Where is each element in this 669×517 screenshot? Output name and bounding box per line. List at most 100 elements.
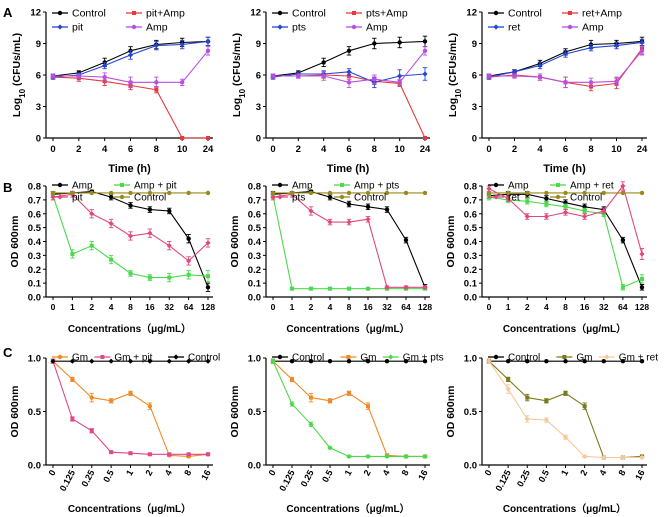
y-tick-label: 0.4 xyxy=(464,237,478,248)
x-tick-label: 0 xyxy=(47,468,58,477)
panel-label-c: C xyxy=(3,345,13,360)
legend-label: Gm + pit xyxy=(114,353,152,364)
x-tick-label: 128 xyxy=(635,302,649,312)
y-axis-label-part: (CFUs/mL) xyxy=(231,33,243,89)
x-tick-label: 16 xyxy=(145,302,155,312)
panel-label-a: A xyxy=(3,5,13,20)
x-tick-label: 16 xyxy=(363,302,373,312)
data-point xyxy=(180,136,185,140)
legend-marker xyxy=(57,194,63,200)
panel-label-b: B xyxy=(3,180,12,195)
series-amp xyxy=(486,46,645,89)
x-tick-label: 6 xyxy=(563,144,568,155)
data-point xyxy=(588,45,594,51)
x-tick-label: 0.25 xyxy=(299,468,316,488)
data-point xyxy=(89,211,95,217)
data-point xyxy=(186,272,191,277)
y-axis-label: OD 600nm xyxy=(229,216,241,268)
legend-label: pts xyxy=(292,193,305,204)
y-tick-label: 0.5 xyxy=(248,407,262,418)
legend-label: pts xyxy=(292,22,306,34)
chart-B2: 0.0 0.1 0.2 0.3 0.4 0.5 0.6 0.7 0.8 0 1 2 4 8 16 32 64 12… xyxy=(229,181,432,335)
chart-C3: 0.0 0.5 1.0 0 0.125 0.25 0.5 1 2 4 8 16 Concentratio… xyxy=(445,353,658,515)
data-point xyxy=(167,208,172,214)
y-axis-label: Log10 (CFUs/mL) xyxy=(11,33,27,117)
legend-label: Gm xyxy=(72,353,88,364)
legend-label: Gm xyxy=(360,353,376,364)
series-gm xyxy=(50,358,211,459)
legend-label: Amp xyxy=(72,181,93,192)
data-point xyxy=(346,453,352,460)
data-point xyxy=(422,48,428,54)
data-point xyxy=(505,386,511,392)
legend-label: Control xyxy=(292,8,326,20)
y-tick-label: 0.1 xyxy=(464,279,478,290)
data-point xyxy=(128,451,133,456)
x-tick-label: 16 xyxy=(580,302,590,312)
data-point xyxy=(563,190,568,196)
data-point xyxy=(366,404,370,409)
legend-label: ret xyxy=(508,193,520,204)
series-control xyxy=(50,358,211,364)
x-tick-label: 64 xyxy=(618,302,628,312)
data-point xyxy=(70,251,75,256)
y-tick-label: 0.7 xyxy=(248,195,261,206)
data-point xyxy=(537,62,543,69)
legend: Amp Amp + ret ret Control xyxy=(488,181,614,204)
series-amp-pts xyxy=(270,192,428,291)
chart-C1: 0.0 0.5 1.0 0 0.125 0.25 0.5 1 2 4 8 16 Concentratio… xyxy=(9,353,220,515)
data-point xyxy=(127,358,134,364)
data-point xyxy=(108,220,114,227)
y-tick-label: 0 xyxy=(256,134,261,145)
x-tick-label: 16 xyxy=(416,468,430,482)
data-point xyxy=(346,190,352,196)
data-point xyxy=(544,202,549,207)
y-tick-label: 0.3 xyxy=(464,251,477,262)
data-point xyxy=(70,190,75,196)
legend-marker xyxy=(119,194,125,200)
y-tick-label: 12 xyxy=(30,8,41,19)
x-tick-label: 4 xyxy=(328,302,333,312)
data-point xyxy=(505,359,511,364)
data-point xyxy=(109,257,114,262)
legend-marker xyxy=(556,183,560,187)
x-tick-label: 0.125 xyxy=(493,468,512,493)
data-point xyxy=(524,213,530,220)
x-tick-label: 2 xyxy=(76,144,81,155)
x-tick-label: 0 xyxy=(483,468,494,477)
x-tick-label: 0.5 xyxy=(320,468,335,484)
legend-marker xyxy=(57,10,63,16)
y-axis-label-part: (CFUs/mL) xyxy=(447,33,459,89)
y-axis-label-subscript: 10 xyxy=(238,88,247,97)
data-point xyxy=(206,274,210,279)
data-point xyxy=(89,190,94,196)
data-point xyxy=(108,194,114,200)
legend-label: Control xyxy=(292,353,324,364)
x-tick-label: 8 xyxy=(347,302,352,312)
x-tick-label: 4 xyxy=(102,144,108,155)
data-point xyxy=(308,208,314,214)
x-tick-label: 24 xyxy=(420,144,431,155)
data-point xyxy=(147,358,153,364)
y-tick-label: 0.8 xyxy=(28,182,41,193)
data-point xyxy=(179,80,185,85)
x-tick-label: 2 xyxy=(143,468,154,477)
data-point xyxy=(89,395,94,400)
y-tick-label: 9 xyxy=(472,39,477,50)
series-line xyxy=(272,360,425,457)
data-point xyxy=(620,190,626,196)
data-point xyxy=(543,417,549,423)
data-point xyxy=(328,286,332,291)
data-point xyxy=(346,201,352,207)
y-tick-label: 0.0 xyxy=(464,461,477,472)
data-point xyxy=(127,52,134,58)
data-point xyxy=(205,285,211,290)
data-point xyxy=(347,74,351,79)
data-point xyxy=(384,190,390,196)
data-point xyxy=(397,73,403,79)
data-point xyxy=(308,421,314,427)
data-point xyxy=(384,284,390,290)
data-point xyxy=(601,208,607,214)
